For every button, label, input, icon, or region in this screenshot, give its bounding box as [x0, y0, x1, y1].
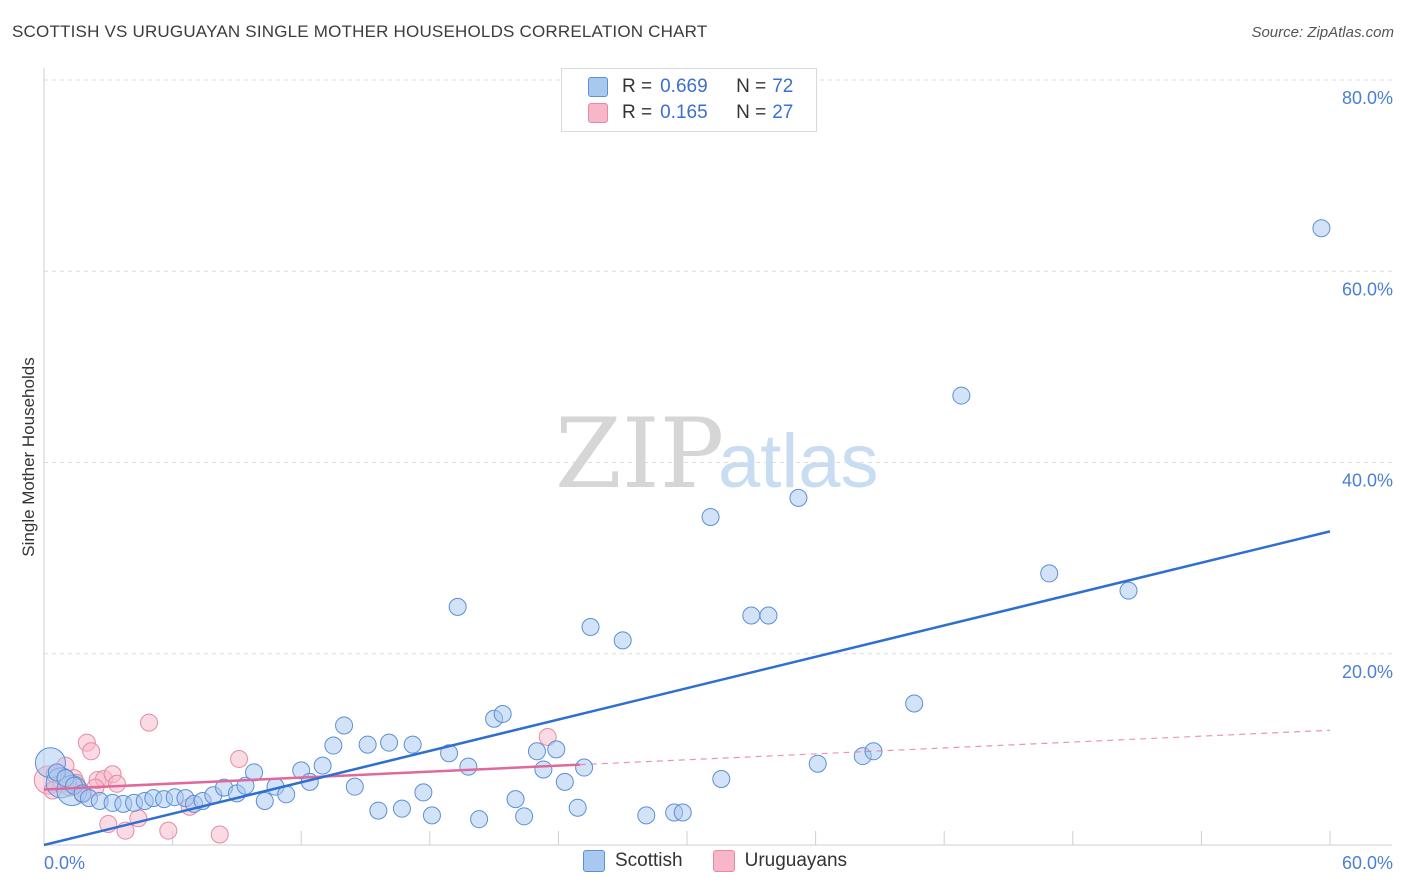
scottish-point: [1119, 581, 1138, 600]
uruguayan-point: [107, 774, 126, 793]
chart-title: SCOTTISH VS URUGUAYAN SINGLE MOTHER HOUS…: [12, 22, 708, 41]
legend-row-scottish: R = 0.669 N = 72: [588, 75, 793, 99]
scottish-point: [459, 757, 478, 776]
uruguayan-trend-extension: [579, 729, 1331, 766]
scottish-point: [547, 740, 566, 759]
scottish-swatch: [588, 77, 608, 97]
legend-row-uruguayan: R = 0.165 N = 27: [588, 101, 793, 125]
scottish-point: [759, 606, 778, 625]
legend-r-value: 0.669: [660, 76, 708, 97]
uruguayan-point: [82, 742, 101, 761]
scottish-point: [345, 777, 364, 796]
axes: [43, 68, 1392, 846]
watermark-zip: ZIP: [555, 398, 724, 510]
scottish-point: [369, 801, 388, 820]
scottish-point: [701, 508, 720, 527]
legend-n-label: N =: [736, 102, 767, 123]
uruguayan-point: [538, 727, 557, 746]
grid: [44, 79, 1392, 655]
uruguayan-point: [159, 821, 178, 840]
legend-r-label: R =: [622, 102, 653, 123]
scottish-point: [555, 772, 574, 791]
scottish-point: [575, 758, 594, 777]
scottish-point: [392, 799, 411, 818]
scottish-point: [808, 754, 827, 773]
scottish-point: [1040, 564, 1059, 583]
y-tick-label: 20.0%: [1342, 662, 1393, 682]
uruguayan-swatch: [588, 103, 608, 123]
legend-item-scottish: Scottish: [583, 850, 683, 872]
legend-r-value: 0.165: [660, 102, 708, 123]
scottish-trend-line: [43, 530, 1331, 847]
x-tick-label: 0.0%: [44, 853, 85, 873]
legend-n-label: N =: [736, 76, 767, 97]
legend-n-value: 27: [772, 102, 794, 123]
scottish-points: [34, 219, 1331, 829]
tick-labels: 20.0% 40.0% 60.0% 80.0% 0.0% 60.0%: [44, 88, 1393, 873]
scottish-legend-swatch: [583, 850, 605, 872]
trend-lines: [43, 530, 1331, 847]
scottish-point: [440, 744, 459, 763]
scottish-point: [742, 606, 761, 625]
scottish-point: [613, 631, 632, 650]
legend-label-uruguayans: Uruguayans: [744, 850, 848, 871]
legend-n-value: 72: [772, 76, 794, 97]
uruguayan-point: [230, 749, 249, 768]
y-axis-label: Single Mother Households: [19, 357, 38, 556]
scottish-point: [568, 798, 587, 817]
scottish-point: [380, 733, 399, 752]
legend-item-uruguayans: Uruguayans: [712, 850, 848, 872]
scottish-point: [673, 803, 692, 822]
scottish-point: [789, 488, 808, 507]
scottish-point: [448, 597, 467, 616]
scottish-point: [493, 704, 512, 723]
scottish-point: [255, 792, 274, 811]
legend-r-label: R =: [622, 76, 653, 97]
uruguayan-trend-line: [43, 763, 580, 791]
uruguayan-point: [140, 713, 159, 732]
scottish-point: [422, 806, 441, 825]
legend-label-scottish: Scottish: [615, 850, 683, 871]
scottish-point: [335, 716, 354, 735]
scottish-point: [534, 760, 553, 779]
scottish-point: [637, 806, 656, 825]
scottish-point: [403, 735, 422, 754]
scottish-point: [414, 783, 433, 802]
scottish-point: [470, 810, 489, 829]
stats-legend: R = 0.669 N = 72 R = 0.165 N = 27: [561, 68, 817, 132]
scottish-point: [506, 790, 525, 809]
watermark: ZIP atlas: [555, 398, 879, 510]
uruguayan-point: [210, 825, 229, 844]
chart-source: Source: ZipAtlas.com: [1251, 24, 1394, 41]
scottish-point: [905, 694, 924, 713]
scottish-point: [1312, 219, 1331, 238]
y-tick-label: 60.0%: [1342, 279, 1393, 299]
scottish-point: [952, 386, 971, 405]
scottish-point: [581, 617, 600, 636]
scottish-point: [515, 807, 534, 826]
y-tick-label: 40.0%: [1342, 471, 1393, 491]
scottish-point: [313, 756, 332, 775]
scottish-point: [712, 770, 731, 789]
y-tick-label: 80.0%: [1342, 88, 1393, 108]
scottish-point: [358, 735, 377, 754]
scottish-point: [527, 742, 546, 761]
series-legend: Scottish Uruguayans: [583, 850, 877, 872]
uruguayan-legend-swatch: [712, 850, 735, 872]
scottish-point: [324, 736, 343, 755]
x-tick-label: 60.0%: [1342, 853, 1393, 873]
